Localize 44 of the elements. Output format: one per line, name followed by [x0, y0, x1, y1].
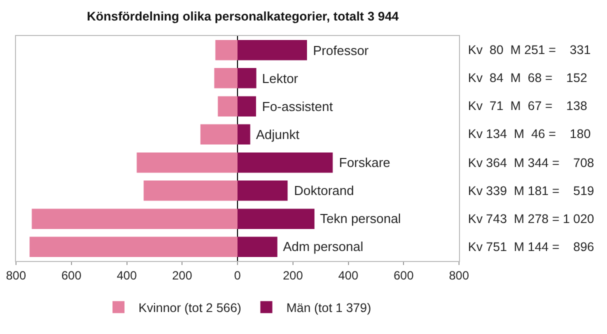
- y-tick-label: Tekn personal: [320, 211, 402, 226]
- x-tick-label: 600: [394, 268, 414, 282]
- chart-title: Könsfördelning olika personalkategorier, totalt 3 944: [86, 9, 399, 24]
- x-tick-label: 400: [338, 268, 359, 282]
- bar: [238, 124, 250, 145]
- bar: [238, 152, 333, 173]
- bar: [136, 152, 238, 173]
- bar: [238, 96, 256, 116]
- text: Kv 71 M 67 = 138: [468, 99, 588, 113]
- bar: [32, 208, 238, 229]
- bar: [30, 236, 238, 258]
- x-tick-label: 800: [6, 268, 26, 282]
- y-tick-label: Forskare: [339, 155, 390, 170]
- text: Kv 134 M 46 = 180: [468, 127, 591, 141]
- text: Kv 84 M 68 = 152: [468, 71, 588, 85]
- x-tick-label: 600: [61, 268, 82, 282]
- text: Kv 80 M 251 = 331: [468, 43, 591, 57]
- text: Kv 364 M 344 = 708: [468, 156, 594, 170]
- y-tick-label: Fo-assistent: [262, 99, 334, 114]
- legend-label: Män (tot 1 379): [286, 301, 372, 315]
- x-tick-label: 800: [448, 268, 470, 282]
- bar: [144, 180, 238, 201]
- bar: [214, 68, 238, 88]
- y-tick-label: Professor: [313, 43, 370, 58]
- bar: [238, 236, 278, 258]
- bar: [238, 208, 314, 229]
- bar: [238, 68, 256, 88]
- x-tick-label: 400: [116, 268, 138, 282]
- bar: [200, 124, 238, 145]
- x-tick-label: 200: [282, 268, 304, 282]
- x-tick-label: 0: [234, 268, 242, 282]
- y-tick-label: Adm personal: [283, 239, 364, 254]
- text: Kv 751 M 144 = 896: [468, 240, 594, 254]
- bar: [238, 40, 307, 60]
- x-tick-label: 200: [172, 268, 192, 282]
- y-tick-label: Adjunkt: [256, 127, 300, 142]
- text: Kv 743 M 278 = 1 020: [468, 212, 594, 226]
- text: Kv 339 M 181 = 519: [468, 184, 594, 198]
- bar: [215, 40, 238, 60]
- bar: [218, 96, 238, 116]
- y-tick-label: Lektor: [262, 71, 299, 86]
- y-tick-label: Doktorand: [294, 183, 354, 198]
- bar: [238, 180, 288, 201]
- legend-label: Kvinnor (tot 2 566): [138, 301, 242, 315]
